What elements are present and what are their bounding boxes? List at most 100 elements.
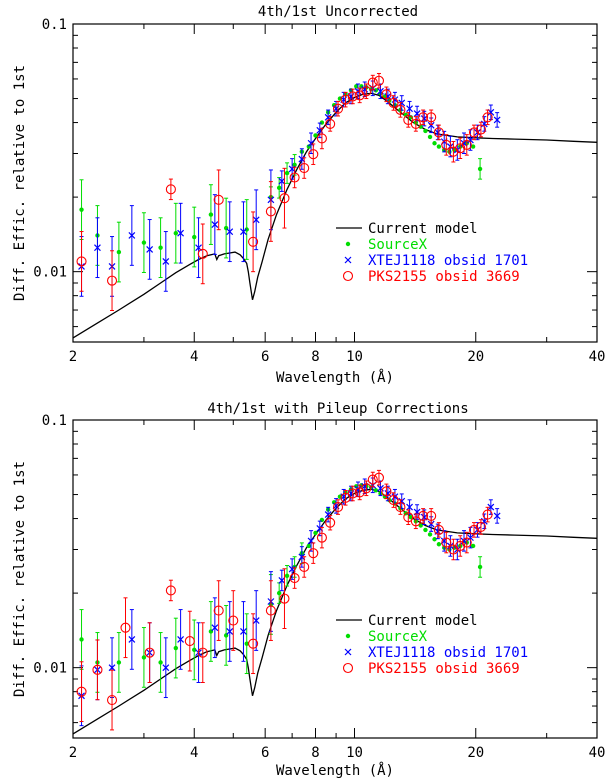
data-point-cross <box>467 534 474 542</box>
data-point-cross <box>177 636 185 643</box>
x-tick-label: 40 <box>589 745 606 761</box>
data-point-dot <box>427 532 433 537</box>
data-point-dot <box>284 170 290 176</box>
data-point-cross <box>128 232 136 239</box>
legend-dot-marker <box>345 241 351 247</box>
data-point-circle <box>433 524 444 535</box>
data-point-circle <box>395 104 406 115</box>
data-point-circle <box>361 483 372 494</box>
data-points <box>76 72 501 311</box>
data-point-circle <box>468 127 480 138</box>
y-tick-label: 0.01 <box>33 265 67 281</box>
data-point-cross <box>406 503 414 511</box>
data-point-cross <box>406 105 414 113</box>
data-point-circle <box>388 495 399 506</box>
plot-frame <box>72 23 598 343</box>
data-point-cross <box>278 177 286 185</box>
data-point-circle <box>265 605 276 616</box>
data-point-dot <box>79 637 84 642</box>
data-point-circle <box>120 622 131 633</box>
data-point-cross <box>146 245 154 253</box>
data-point-dot <box>244 641 249 646</box>
data-point-circle <box>441 537 452 548</box>
data-point-dot <box>313 530 318 536</box>
model-line <box>72 92 598 339</box>
x-tick-label: 6 <box>261 745 269 761</box>
data-point-cross <box>427 121 435 129</box>
x-tick-label: 10 <box>346 349 363 365</box>
data-point-circle <box>340 492 351 503</box>
model-line <box>72 488 598 735</box>
plot-frame <box>72 419 598 739</box>
data-point-dot <box>192 234 197 240</box>
data-point-dot <box>373 88 379 93</box>
data-point-dot <box>432 141 437 146</box>
data-point-cross <box>398 497 406 505</box>
data-point-cross <box>162 257 170 265</box>
data-point-dot <box>141 655 147 660</box>
data-point-circle <box>228 615 239 626</box>
data-point-circle <box>92 664 103 675</box>
chart-title: 4th/1st Uncorrected <box>258 4 418 20</box>
axis-ticks: 2 4 6 8 10 20 40 0.01 0.1 <box>33 17 605 365</box>
data-point-dot <box>244 227 249 232</box>
data-point-circle <box>433 127 444 138</box>
data-point-dot <box>470 543 476 549</box>
data-point-circle <box>213 605 224 616</box>
data-point-dot <box>319 120 325 125</box>
legend-cross-marker <box>344 648 352 656</box>
x-tick-label: 2 <box>69 745 77 761</box>
data-point-circle <box>461 139 472 150</box>
data-point-dot <box>477 166 483 172</box>
data-point-circle <box>455 540 466 552</box>
data-point-circle <box>475 124 486 135</box>
data-point-circle <box>299 163 310 174</box>
data-point-circle <box>482 509 493 520</box>
data-point-dot <box>116 660 122 665</box>
data-point-circle <box>418 112 429 123</box>
data-point-dot <box>158 245 163 250</box>
data-point-circle <box>265 206 276 217</box>
y-tick-label: 0.1 <box>42 17 67 33</box>
data-point-dot <box>423 128 428 134</box>
data-point-circle <box>418 510 429 521</box>
data-point-dot <box>173 645 179 651</box>
data-points <box>76 469 501 731</box>
data-point-cross <box>487 503 495 511</box>
data-point-circle <box>165 585 176 596</box>
data-point-circle <box>373 75 385 86</box>
data-point-dot <box>373 488 379 493</box>
data-point-circle <box>289 172 300 183</box>
data-point-circle <box>388 97 399 108</box>
data-point-circle <box>332 502 344 513</box>
data-point-circle <box>468 524 480 535</box>
legend-label-xtej1118: XTEJ1118 obsid 1701 <box>368 253 528 269</box>
data-point-circle <box>426 510 437 521</box>
data-point-circle <box>144 647 155 658</box>
data-point-circle <box>316 133 327 144</box>
data-point-dot <box>436 542 442 547</box>
data-point-cross <box>177 229 185 237</box>
data-point-dot <box>79 207 84 212</box>
data-point-dot <box>432 537 437 542</box>
data-point-circle <box>165 184 176 195</box>
legend-circle-marker <box>342 662 354 674</box>
data-point-circle <box>475 521 486 532</box>
data-point-dot <box>306 144 311 149</box>
data-point-cross <box>128 636 136 643</box>
data-point-dot <box>192 647 197 653</box>
data-point-circle <box>106 695 118 706</box>
data-point-dot <box>470 144 476 149</box>
data-point-dot <box>276 590 282 596</box>
data-point-dot <box>477 564 483 570</box>
data-point-circle <box>299 561 310 573</box>
data-point-circle <box>482 112 493 123</box>
x-axis-label: Wavelength (Å) <box>276 762 394 779</box>
data-point-cross <box>278 577 286 584</box>
data-point-circle <box>441 139 452 150</box>
data-point-circle <box>325 517 336 528</box>
x-tick-label: 20 <box>467 745 484 761</box>
data-point-cross <box>162 664 170 672</box>
data-point-circle <box>197 248 208 259</box>
